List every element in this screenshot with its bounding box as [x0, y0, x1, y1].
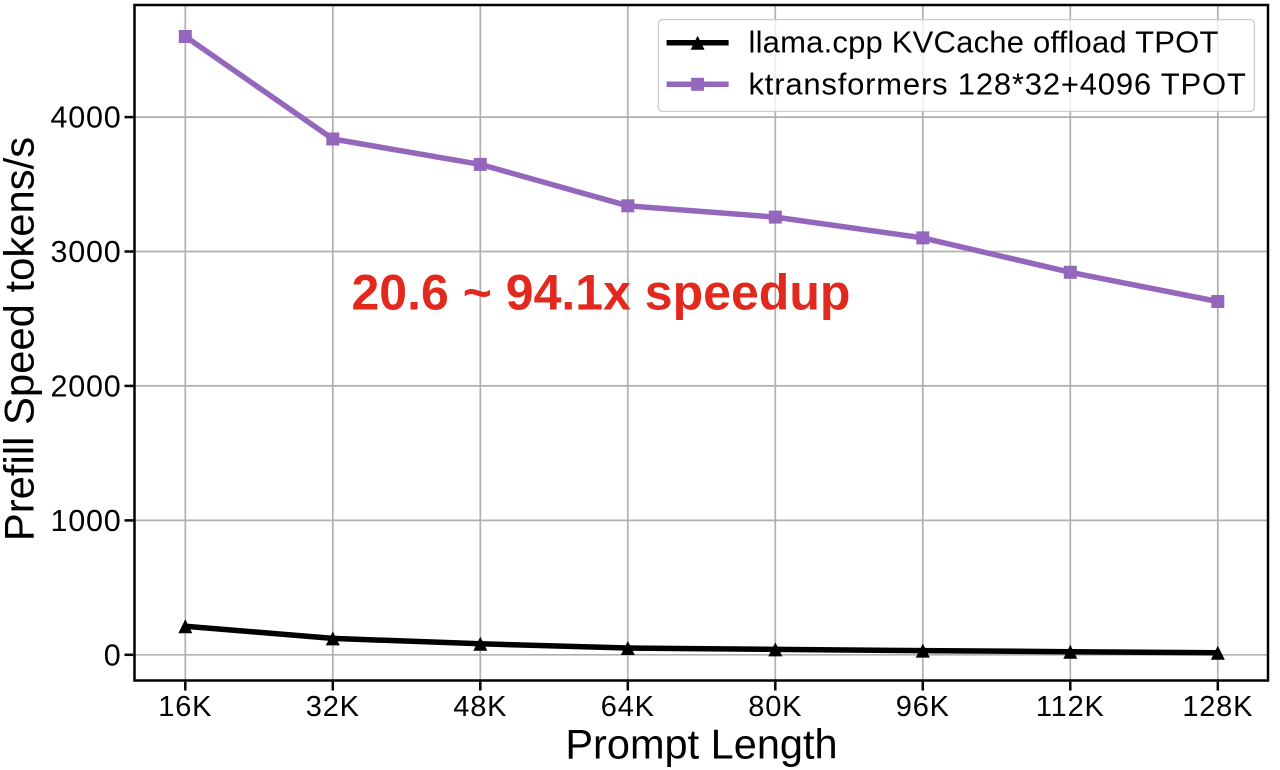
- svg-text:64K: 64K: [601, 691, 655, 723]
- svg-text:20.6 ~ 94.1x speedup: 20.6 ~ 94.1x speedup: [352, 265, 851, 321]
- svg-text:1000: 1000: [50, 504, 121, 538]
- svg-text:ktransformers 128*32+4096 TPOT: ktransformers 128*32+4096 TPOT: [749, 67, 1247, 102]
- svg-text:96K: 96K: [896, 691, 950, 723]
- svg-text:0: 0: [104, 638, 122, 672]
- svg-text:Prefill Speed tokens/s: Prefill Speed tokens/s: [0, 137, 43, 541]
- svg-text:3000: 3000: [50, 235, 121, 269]
- svg-text:llama.cpp KVCache offload TPOT: llama.cpp KVCache offload TPOT: [749, 25, 1219, 60]
- svg-text:2000: 2000: [50, 369, 121, 403]
- svg-text:32K: 32K: [306, 691, 360, 723]
- svg-text:16K: 16K: [158, 691, 212, 723]
- svg-text:112K: 112K: [1036, 691, 1105, 723]
- svg-text:Prompt Length: Prompt Length: [565, 721, 837, 768]
- svg-text:128K: 128K: [1182, 691, 1253, 723]
- svg-text:80K: 80K: [748, 691, 802, 723]
- svg-text:48K: 48K: [453, 691, 507, 723]
- svg-text:4000: 4000: [50, 101, 121, 135]
